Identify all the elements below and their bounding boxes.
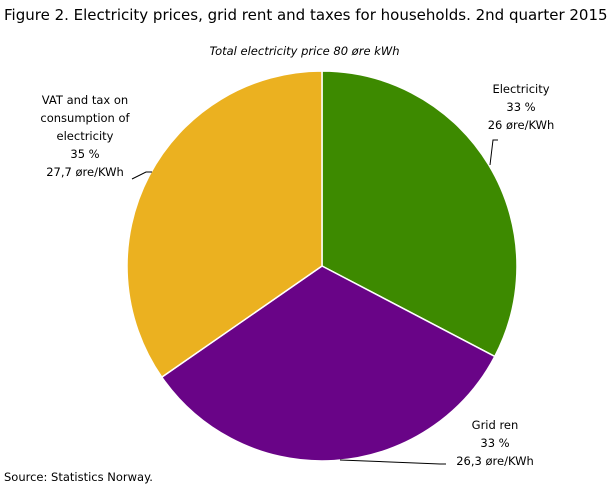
- pie-slice: [160, 265, 496, 462]
- value-label: 35 %: [70, 147, 100, 161]
- amount-label: 26,3 øre/KWh: [456, 454, 534, 468]
- slice-label: VAT and tax on consumption of electricit…: [25, 91, 145, 181]
- slice-label: Grid ren 33 % 26,3 øre/KWh: [440, 416, 550, 470]
- leader-line: [339, 459, 446, 465]
- source-note: Source: Statistics Norway.: [4, 470, 153, 484]
- chart-subtitle: Total electricity price 80 øre kWh: [209, 44, 400, 58]
- amount-label: 27,7 øre/KWh: [46, 165, 124, 179]
- chart-title: Figure 2. Electricity prices, grid rent …: [4, 6, 608, 24]
- category-label: Grid ren: [471, 418, 519, 432]
- value-label: 33 %: [506, 100, 536, 114]
- slice-label: Electricity 33 % 26 øre/KWh: [471, 80, 571, 134]
- pie-slice: [321, 70, 518, 358]
- leader-line: [489, 139, 498, 166]
- value-label: 33 %: [480, 436, 510, 450]
- amount-label: 26 øre/KWh: [487, 118, 555, 132]
- pie-slice: [126, 70, 323, 379]
- category-label: VAT and tax on consumption of electricit…: [40, 93, 130, 143]
- leader-line: [131, 171, 152, 180]
- category-label: Electricity: [492, 82, 550, 96]
